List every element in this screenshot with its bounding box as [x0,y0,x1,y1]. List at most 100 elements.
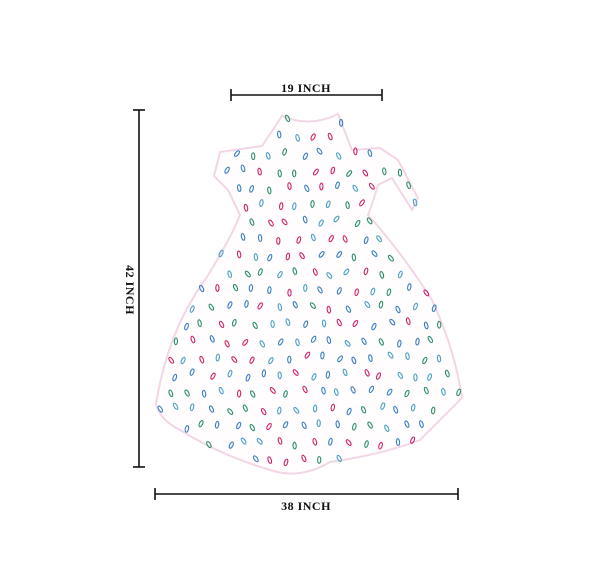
leaf-print [431,304,437,313]
leaf-print [287,288,292,297]
leaf-print [269,387,276,394]
leaf-print [456,388,462,397]
leaf-print [252,455,259,463]
leaf-print [326,336,332,344]
leaf-print [345,305,352,313]
leaf-print [379,271,385,279]
leaf-print [397,270,403,279]
leaf-print [387,351,394,359]
leaf-print [330,166,336,175]
leaf-print [317,286,323,294]
leaf-print [249,185,255,193]
leaf-print [268,357,274,365]
leaf-print [367,149,373,157]
leaf-print [395,438,401,447]
leaf-print [350,386,356,394]
leaf-print [259,340,266,348]
leaf-print [227,408,234,415]
leaf-print [285,318,291,326]
leaf-print [342,368,348,377]
leaf-print [268,219,274,227]
leaf-print [295,134,300,142]
leaf-print [249,356,255,364]
leaf-print [197,319,202,327]
leaf-print [404,389,410,398]
leaf-print [376,235,382,243]
leaf-print [261,369,267,378]
leaf-print [285,252,291,261]
leaf-print [354,288,359,297]
dress [154,112,464,475]
leaf-print [277,271,283,279]
leaf-print [370,287,376,296]
leaf-print [436,354,442,363]
leaf-print [407,283,412,291]
leaf-print [172,373,178,382]
leaf-print [346,407,352,416]
leaf-print [210,372,216,380]
leaf-print [317,455,322,464]
leaf-print [282,148,287,156]
leaf-pattern [157,114,462,467]
leaf-print [419,420,424,428]
leaf-print [363,236,369,245]
leaf-print [378,441,383,450]
leaf-print [336,287,342,295]
leaf-print [361,337,367,345]
leaf-print [318,250,325,258]
leaf-print [304,184,310,193]
leaf-print [302,152,309,160]
leaf-print [397,371,404,379]
leaf-print [326,272,333,279]
leaf-print [364,369,370,377]
leaf-print [184,425,190,433]
leaf-print [233,150,241,157]
leaf-print [333,388,339,396]
leaf-print [395,305,401,314]
leaf-print [338,118,344,127]
leaf-print [277,406,282,415]
leaf-print [215,284,220,292]
leaf-print [252,321,258,330]
leaf-print [249,218,255,226]
leaf-print [320,351,325,360]
leaf-print [260,408,267,416]
leaf-print [293,406,300,414]
leaf-print [386,388,393,396]
leaf-print [312,437,318,446]
leaf-print [363,267,369,276]
leaf-print [292,169,297,178]
leaf-print [410,403,416,412]
leaf-print [218,320,225,329]
leaf-print [367,421,373,429]
leaf-print [224,166,230,174]
leaf-print [227,369,233,378]
leaf-print [277,130,282,139]
leaf-print [242,339,249,346]
leaf-print [243,203,249,212]
leaf-print [344,340,351,347]
leaf-print [375,372,382,380]
leaf-print [231,318,237,327]
leaf-print [423,289,430,297]
leaf-print [431,406,436,415]
leaf-print [245,373,251,382]
leaf-print [309,302,316,309]
leaf-print [218,386,224,395]
leaf-print [410,436,416,444]
leaf-print [244,270,251,278]
leaf-print [352,320,359,327]
leaf-print [296,236,302,244]
leaf-print [168,389,174,398]
leaf-print [236,389,242,398]
leaf-print [259,199,264,207]
leaf-print [281,218,288,226]
leaf-print [333,215,340,223]
leaf-print [277,371,282,380]
leaf-print [310,133,316,141]
leaf-print [354,219,361,228]
leaf-print [380,402,386,410]
leaf-print [244,300,249,308]
leaf-print [215,353,221,362]
leaf-print [277,437,283,445]
